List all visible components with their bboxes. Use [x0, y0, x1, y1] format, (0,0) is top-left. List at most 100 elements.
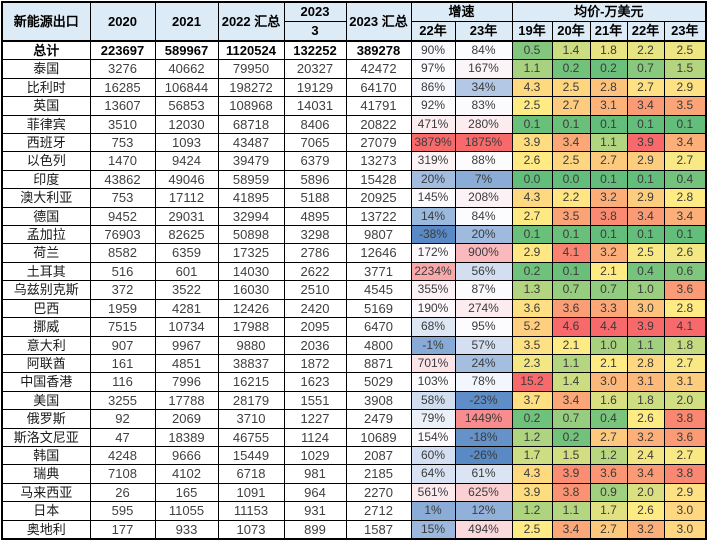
value-cell[interactable]: 4800: [345, 335, 412, 355]
growth-cell[interactable]: -38%: [410, 225, 456, 245]
value-cell[interactable]: 7996: [154, 372, 219, 392]
row-label[interactable]: 英国: [1, 96, 91, 116]
price-cell[interactable]: 0.5: [511, 40, 553, 61]
price-cell[interactable]: 3.8: [551, 482, 591, 503]
value-cell[interactable]: 753: [89, 133, 156, 153]
price-cell[interactable]: 0.2: [511, 261, 553, 282]
value-cell[interactable]: 9807: [345, 225, 412, 245]
header-cell[interactable]: 2023: [283, 1, 347, 22]
value-cell[interactable]: 12030: [154, 114, 219, 135]
header-subcell[interactable]: 22年: [626, 21, 665, 42]
price-cell[interactable]: 3.0: [663, 519, 707, 540]
value-cell[interactable]: 223697: [89, 40, 156, 61]
growth-cell[interactable]: 1%: [410, 501, 456, 521]
price-cell[interactable]: 2.9: [663, 482, 707, 503]
price-cell[interactable]: 1.4: [551, 372, 591, 392]
growth-cell[interactable]: 84%: [454, 206, 513, 227]
value-cell[interactable]: 2036: [283, 335, 347, 355]
value-cell[interactable]: 26: [89, 482, 156, 503]
value-cell[interactable]: 4851: [154, 353, 219, 374]
row-label[interactable]: 土耳其: [1, 261, 91, 282]
price-cell[interactable]: 3.0: [626, 298, 665, 319]
value-cell[interactable]: 516: [89, 261, 156, 282]
price-cell[interactable]: 2.9: [626, 188, 665, 208]
value-cell[interactable]: 899: [283, 519, 347, 540]
growth-cell[interactable]: 56%: [454, 261, 513, 282]
price-cell[interactable]: 0.9: [589, 482, 628, 503]
value-cell[interactable]: 753: [89, 188, 156, 208]
row-label[interactable]: 斯洛文尼亚: [1, 427, 91, 447]
row-label[interactable]: 荷兰: [1, 243, 91, 263]
growth-cell[interactable]: 83%: [454, 96, 513, 116]
price-cell[interactable]: 3.2: [589, 188, 628, 208]
growth-cell[interactable]: 90%: [410, 40, 456, 61]
value-cell[interactable]: 10689: [345, 427, 412, 447]
value-cell[interactable]: 5169: [345, 298, 412, 319]
price-cell[interactable]: 0.0: [551, 169, 591, 190]
price-cell[interactable]: 1.0: [589, 335, 628, 355]
price-cell[interactable]: 3.5: [511, 335, 553, 355]
price-cell[interactable]: 3.4: [626, 464, 665, 484]
header-subcell[interactable]: 23年: [663, 21, 707, 42]
value-cell[interactable]: 1120524: [217, 40, 285, 61]
price-cell[interactable]: 0.7: [551, 409, 591, 429]
value-cell[interactable]: 9452: [89, 206, 156, 227]
price-cell[interactable]: 2.8: [589, 77, 628, 98]
price-cell[interactable]: 2.7: [663, 445, 707, 466]
value-cell[interactable]: 2087: [345, 445, 412, 466]
value-cell[interactable]: 20822: [345, 114, 412, 135]
price-cell[interactable]: 2.0: [663, 390, 707, 411]
value-cell[interactable]: 589967: [154, 40, 219, 61]
value-cell[interactable]: 389278: [345, 40, 412, 61]
value-cell[interactable]: 372: [89, 280, 156, 300]
growth-cell[interactable]: 87%: [454, 280, 513, 300]
price-cell[interactable]: 0.1: [626, 169, 665, 190]
price-cell[interactable]: 1.2: [511, 427, 553, 447]
header-cell[interactable]: 2023 汇总: [345, 1, 412, 42]
value-cell[interactable]: 9424: [154, 151, 219, 171]
value-cell[interactable]: 12646: [345, 243, 412, 263]
value-cell[interactable]: 28179: [217, 390, 285, 411]
row-label[interactable]: 挪威: [1, 317, 91, 337]
price-cell[interactable]: 3.2: [589, 243, 628, 263]
price-cell[interactable]: 2.5: [511, 96, 553, 116]
value-cell[interactable]: 3298: [283, 225, 347, 245]
value-cell[interactable]: 601: [154, 261, 219, 282]
value-cell[interactable]: 4545: [345, 280, 412, 300]
growth-cell[interactable]: 355%: [410, 280, 456, 300]
growth-cell[interactable]: 154%: [410, 427, 456, 447]
price-cell[interactable]: 2.9: [626, 151, 665, 171]
value-cell[interactable]: 2510: [283, 280, 347, 300]
growth-cell[interactable]: 86%: [410, 77, 456, 98]
growth-cell[interactable]: -18%: [454, 427, 513, 447]
growth-cell[interactable]: 172%: [410, 243, 456, 263]
value-cell[interactable]: 16215: [217, 372, 285, 392]
price-cell[interactable]: 1.4: [551, 40, 591, 61]
value-cell[interactable]: 1093: [154, 133, 219, 153]
price-cell[interactable]: 3.4: [551, 133, 591, 153]
value-cell[interactable]: 20925: [345, 188, 412, 208]
row-label[interactable]: 意大利: [1, 335, 91, 355]
price-cell[interactable]: 0.0: [511, 169, 553, 190]
price-cell[interactable]: 0.1: [551, 225, 591, 245]
row-label[interactable]: 澳大利亚: [1, 188, 91, 208]
price-cell[interactable]: 3.3: [589, 298, 628, 319]
price-cell[interactable]: 3.5: [551, 206, 591, 227]
price-cell[interactable]: 4.4: [589, 317, 628, 337]
price-cell[interactable]: 2.3: [511, 353, 553, 374]
growth-cell[interactable]: 57%: [454, 335, 513, 355]
growth-cell[interactable]: 20%: [410, 169, 456, 190]
price-cell[interactable]: 3.9: [626, 133, 665, 153]
price-cell[interactable]: 2.9: [663, 77, 707, 98]
value-cell[interactable]: 41895: [217, 188, 285, 208]
growth-cell[interactable]: -1%: [410, 335, 456, 355]
growth-cell[interactable]: 2234%: [410, 261, 456, 282]
value-cell[interactable]: 2786: [283, 243, 347, 263]
price-cell[interactable]: 2.6: [626, 409, 665, 429]
price-cell[interactable]: 2.5: [626, 243, 665, 263]
price-cell[interactable]: 1.1: [511, 59, 553, 79]
price-cell[interactable]: 1.0: [626, 280, 665, 300]
price-cell[interactable]: 0.1: [551, 114, 591, 135]
price-cell[interactable]: 3.9: [626, 317, 665, 337]
price-cell[interactable]: 3.9: [551, 464, 591, 484]
